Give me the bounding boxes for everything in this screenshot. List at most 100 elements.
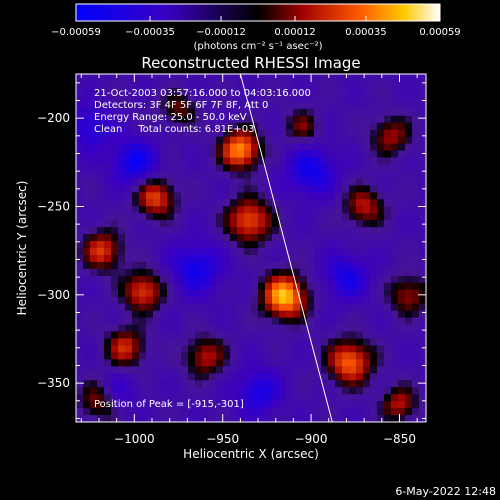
heatmap-cell bbox=[216, 359, 224, 367]
heatmap-cell bbox=[181, 261, 189, 270]
heatmap-cell bbox=[405, 282, 413, 291]
heatmap-cell bbox=[90, 164, 98, 173]
heatmap-cell bbox=[76, 199, 84, 207]
heatmap-cell bbox=[146, 143, 154, 152]
heatmap-cell bbox=[118, 303, 126, 312]
heatmap-cell bbox=[342, 150, 350, 159]
heatmap-cell bbox=[90, 192, 98, 200]
colorbar-units: (photons cm⁻² s⁻¹ asec⁻²) bbox=[193, 41, 322, 52]
heatmap-cell bbox=[125, 192, 133, 200]
heatmap-cell bbox=[370, 415, 378, 422]
heatmap-cell bbox=[90, 199, 98, 207]
heatmap-cell bbox=[111, 74, 119, 82]
heatmap-cell bbox=[90, 373, 98, 381]
heatmap-cell bbox=[300, 408, 308, 416]
heatmap-cell bbox=[139, 366, 147, 374]
heatmap-cell bbox=[125, 296, 133, 305]
heatmap-cell bbox=[419, 108, 426, 117]
heatmap-cell bbox=[391, 345, 399, 353]
heatmap-cell bbox=[314, 80, 322, 89]
heatmap-cell bbox=[370, 254, 378, 263]
heatmap-cell bbox=[272, 206, 280, 214]
heatmap-cell bbox=[216, 171, 224, 179]
heatmap-cell bbox=[104, 331, 112, 340]
heatmap-cell bbox=[181, 310, 189, 319]
heatmap-cell bbox=[181, 289, 189, 298]
heatmap-cell bbox=[335, 157, 343, 166]
heatmap-cell bbox=[321, 199, 329, 207]
heatmap-cell bbox=[335, 213, 343, 221]
heatmap-cell bbox=[90, 143, 98, 152]
heatmap-cell bbox=[223, 108, 231, 117]
heatmap-cell bbox=[377, 74, 385, 82]
heatmap-cell bbox=[328, 122, 336, 131]
heatmap-cell bbox=[181, 220, 189, 228]
heatmap-cell bbox=[314, 157, 322, 166]
y-tick-label: −200 bbox=[37, 111, 70, 125]
heatmap-cell bbox=[328, 373, 336, 381]
heatmap-cell bbox=[272, 352, 280, 360]
heatmap-cell bbox=[160, 171, 168, 179]
heatmap-cell bbox=[286, 289, 294, 298]
heatmap-cell bbox=[356, 213, 364, 221]
heatmap-cell bbox=[153, 366, 161, 374]
heatmap-cell bbox=[293, 74, 301, 82]
heatmap-cell bbox=[244, 261, 252, 270]
info-line-energy: Energy Range: 25.0 - 50.0 keV bbox=[94, 112, 247, 123]
heatmap-cell bbox=[202, 331, 210, 340]
heatmap-cell bbox=[398, 108, 406, 117]
heatmap-cell bbox=[90, 331, 98, 340]
heatmap-cell bbox=[202, 143, 210, 152]
heatmap-cell bbox=[76, 254, 84, 263]
heatmap-cell bbox=[307, 275, 315, 284]
heatmap-cell bbox=[160, 227, 168, 235]
info-line-detectors: Detectors: 3F 4F 5F 6F 7F 8F, Att 0 bbox=[94, 100, 268, 111]
heatmap-cell bbox=[125, 227, 133, 235]
heatmap-cell bbox=[412, 248, 420, 256]
heatmap-cell bbox=[237, 136, 245, 145]
heatmap-cell bbox=[419, 87, 426, 96]
heatmap-cell bbox=[363, 136, 371, 145]
heatmap-cell bbox=[293, 234, 301, 242]
heatmap-cell bbox=[209, 352, 217, 360]
heatmap-cell bbox=[97, 241, 105, 249]
heatmap-cell bbox=[202, 282, 210, 291]
heatmap-cell bbox=[356, 261, 364, 270]
heatmap-cell bbox=[132, 136, 140, 145]
heatmap-cell bbox=[223, 129, 231, 138]
heatmap-cell bbox=[384, 108, 392, 117]
heatmap-cell bbox=[216, 80, 224, 89]
heatmap-cell bbox=[104, 150, 112, 159]
heatmap-cell bbox=[419, 401, 426, 409]
heatmap-cell bbox=[209, 74, 217, 82]
heatmap-cell bbox=[342, 101, 350, 110]
heatmap-cell bbox=[125, 331, 133, 340]
heatmap-cell bbox=[76, 94, 84, 103]
heatmap-cell bbox=[167, 185, 175, 193]
heatmap-cell bbox=[328, 387, 336, 395]
heatmap-cell bbox=[125, 254, 133, 263]
heatmap-cell bbox=[258, 254, 266, 263]
colorbar-ticks: −0.00059 −0.00035 −0.00012 0.00012 0.00035 0.… bbox=[51, 16, 461, 38]
heatmap-cell bbox=[384, 366, 392, 374]
heatmap-cell bbox=[90, 303, 98, 312]
heatmap-cell bbox=[265, 268, 273, 277]
heatmap-cell bbox=[405, 157, 413, 166]
heatmap-cell bbox=[321, 352, 329, 360]
heatmap-cell bbox=[279, 401, 287, 409]
heatmap-cell bbox=[209, 129, 217, 138]
heatmap-cell bbox=[160, 115, 168, 124]
heatmap-cell bbox=[153, 324, 161, 333]
heatmap-cell bbox=[384, 171, 392, 179]
heatmap-cell bbox=[216, 115, 224, 124]
heatmap-cell bbox=[90, 108, 98, 117]
heatmap-cell bbox=[125, 268, 133, 277]
heatmap-cell bbox=[286, 338, 294, 347]
heatmap-cell bbox=[356, 241, 364, 249]
heatmap-cell bbox=[412, 213, 420, 221]
heatmap-cell bbox=[384, 150, 392, 159]
heatmap-cell bbox=[139, 380, 147, 388]
heatmap-cell bbox=[251, 185, 259, 193]
heatmap-cell bbox=[300, 303, 308, 312]
heatmap-cell bbox=[244, 87, 252, 96]
